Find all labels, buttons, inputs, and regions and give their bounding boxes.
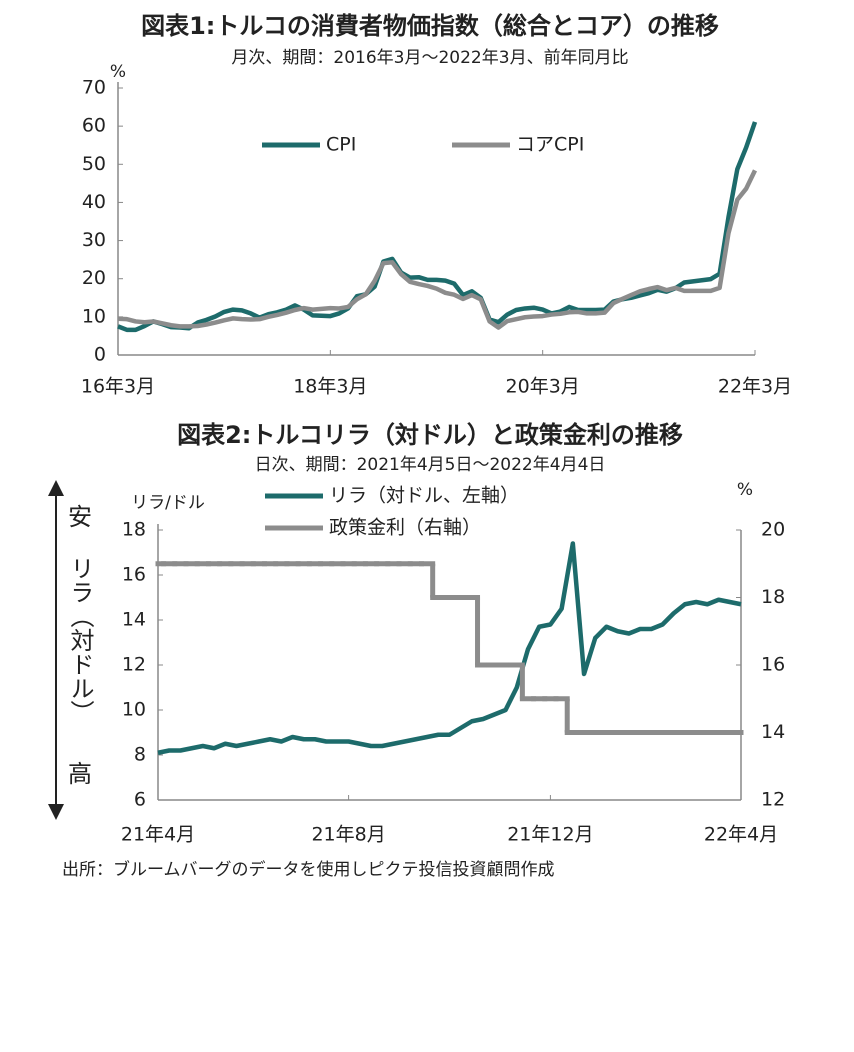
y-tick-label: 30	[82, 229, 106, 251]
annotation: 高	[68, 760, 92, 788]
y-unit: %	[110, 62, 126, 82]
annotation: リラ（対ドル）	[66, 556, 94, 724]
y-tick-label: 50	[82, 153, 106, 175]
legend-label: CPI	[326, 134, 356, 156]
chart-subtitle: 日次、期間：2021年4月5日～2022年4月4日	[255, 455, 606, 475]
y2-unit: %	[737, 480, 753, 500]
y-tick-label: 18	[122, 519, 146, 541]
x-tick-label: 21年12月	[507, 824, 593, 846]
x-tick-label: 22年4月	[704, 824, 778, 846]
chart-subtitle: 月次、期間：2016年3月～2022年3月、前年同月比	[231, 48, 628, 68]
y-tick-label: 70	[82, 77, 106, 99]
chart-title: 図表2:トルコリラ（対ドル）と政策金利の推移	[177, 421, 683, 449]
annotation: 安	[68, 503, 92, 531]
y-tick-label: 0	[94, 344, 106, 366]
x-tick-label: 22年3月	[718, 376, 792, 398]
y-tick-label: 12	[122, 654, 146, 676]
series-line	[117, 121, 758, 333]
x-tick-label: 21年8月	[311, 824, 385, 846]
y2-tick-label: 14	[761, 721, 785, 743]
x-tick-label: 18年3月	[293, 376, 367, 398]
source: 出所：ブルームバーグのデータを使用しピクテ投信投資顧問作成	[62, 859, 555, 880]
y-tick-label: 10	[82, 305, 106, 327]
series-line	[157, 541, 742, 755]
y2-tick-label: 18	[761, 586, 785, 608]
y-unit: リラ/ドル	[131, 493, 205, 513]
y2-tick-label: 16	[761, 654, 785, 676]
legend-label: リラ（対ドル、左軸）	[329, 485, 519, 507]
y-tick-label: 20	[82, 267, 106, 289]
y-tick-label: 8	[134, 744, 146, 766]
y-tick-label: 40	[82, 191, 106, 213]
legend-label: コアCPI	[516, 134, 584, 156]
series-line	[117, 169, 758, 330]
y2-tick-label: 20	[761, 519, 785, 541]
x-tick-label: 20年3月	[506, 376, 580, 398]
x-tick-label: 16年3月	[81, 376, 155, 398]
y-tick-label: 60	[82, 115, 106, 137]
x-tick-label: 21年4月	[121, 824, 195, 846]
y2-tick-label: 12	[761, 789, 785, 811]
y-tick-label: 16	[122, 564, 146, 586]
y-tick-label: 10	[122, 699, 146, 721]
legend-label: 政策金利（右軸）	[329, 517, 481, 539]
y-tick-label: 14	[122, 609, 146, 631]
y-tick-label: 6	[134, 789, 146, 811]
chart-title: 図表1:トルコの消費者物価指数（総合とコア）の推移	[141, 12, 719, 40]
